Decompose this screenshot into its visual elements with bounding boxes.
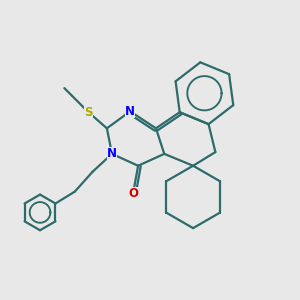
Text: N: N [107, 147, 117, 161]
Text: O: O [128, 187, 138, 200]
Text: S: S [84, 106, 93, 119]
Text: N: N [125, 105, 135, 118]
